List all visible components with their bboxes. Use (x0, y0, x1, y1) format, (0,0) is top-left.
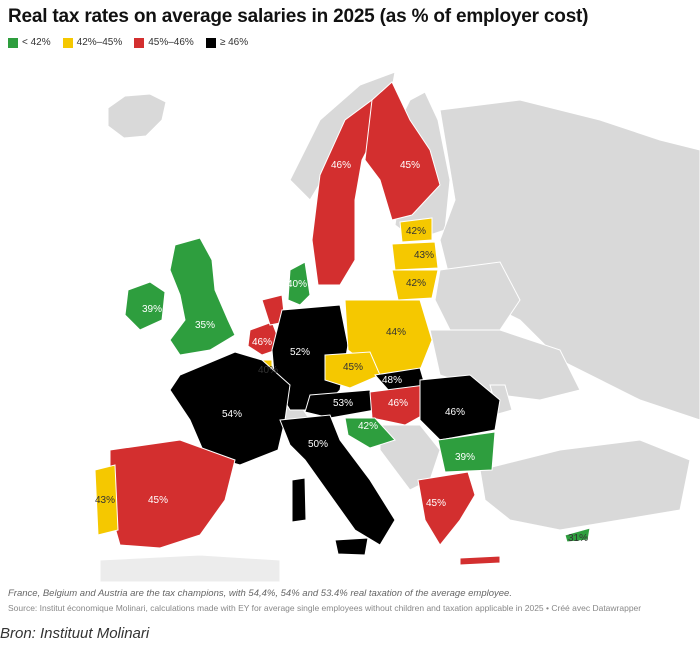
denmark-shape (287, 261, 311, 306)
label-poland: 44% (386, 327, 406, 338)
turkey-shape (479, 439, 691, 531)
legend-label: < 42% (22, 37, 51, 48)
label-norway: 46% (331, 160, 351, 171)
sardinia-shape (291, 477, 307, 523)
footnote: France, Belgium and Austria are the tax … (8, 588, 512, 599)
crete-shape (459, 555, 501, 566)
legend-item-black: ≥ 46% (205, 37, 249, 48)
bulgaria-shape (437, 431, 496, 473)
legend-swatch (134, 37, 145, 48)
hungary-shape (369, 384, 433, 426)
label-romania: 46% (445, 407, 465, 418)
credit-line: Bron: Instituut Molinari (0, 625, 150, 642)
france-shape (169, 351, 291, 466)
iceland-shape (107, 93, 167, 139)
label-slovakia: 48% (382, 375, 402, 386)
label-spain: 45% (148, 495, 168, 506)
romania-shape (419, 374, 501, 441)
latvia-shape (391, 241, 439, 271)
label-bulgaria: 39% (455, 452, 475, 463)
label-ireland: 39% (142, 304, 162, 315)
slovenia-shape (344, 417, 396, 449)
label-austria: 53% (333, 398, 353, 409)
legend: < 42% 42%–45% 45%–46% ≥ 46% (8, 37, 248, 48)
label-cyprus: 31% (568, 533, 588, 544)
label-hungary: 46% (388, 398, 408, 409)
chart-title: Real tax rates on average salaries in 20… (8, 6, 589, 27)
label-estonia: 42% (406, 226, 426, 237)
legend-swatch (62, 37, 73, 48)
norway-shape (311, 99, 381, 286)
italy-shape (279, 414, 396, 546)
lithuania-shape (391, 269, 439, 301)
legend-swatch (8, 37, 18, 48)
label-greece: 45% (426, 498, 446, 509)
source-line: Source: Institut économique Molinari, ca… (8, 603, 642, 613)
uk-shape (169, 237, 236, 356)
estonia-shape (399, 217, 433, 243)
label-italy: 50% (308, 439, 328, 450)
label-denmark: 40% (287, 279, 307, 290)
label-belgium: 46% (252, 337, 272, 348)
legend-item-green: < 42% (8, 37, 51, 48)
sicily-shape (334, 537, 369, 556)
label-czechia: 45% (343, 362, 363, 373)
legend-label: 42%–45% (76, 37, 123, 48)
label-portugal: 43% (95, 495, 115, 506)
label-slovenia: 42% (358, 421, 378, 432)
label-germany: 52% (290, 347, 310, 358)
legend-item-red: 45%–46% (134, 37, 194, 48)
legend-item-yellow: 42%–45% (62, 37, 123, 48)
legend-swatch (205, 37, 216, 48)
label-france: 54% (222, 409, 242, 420)
label-sweden: 45% (400, 160, 420, 171)
czechia-shape (324, 351, 381, 389)
greece-shape (417, 471, 476, 546)
spain-shape (109, 439, 236, 549)
legend-label: 45%–46% (148, 37, 194, 48)
label-luxembourg: 40% (258, 365, 278, 376)
label-lithuania: 42% (406, 278, 426, 289)
cyprus-shape (564, 527, 591, 543)
russia-shape (439, 99, 700, 421)
north-africa-shape (99, 554, 281, 582)
sweden-shape (364, 81, 441, 221)
austria-shape (304, 389, 376, 419)
label-uk: 35% (195, 320, 215, 331)
europe-map: 39% 35% 46% 45% 40% 42% 43% 42% 46% 40% … (94, 71, 700, 582)
legend-label: ≥ 46% (219, 37, 249, 48)
portugal-shape (94, 464, 119, 536)
label-latvia: 43% (414, 250, 434, 261)
ireland-shape (124, 281, 166, 331)
